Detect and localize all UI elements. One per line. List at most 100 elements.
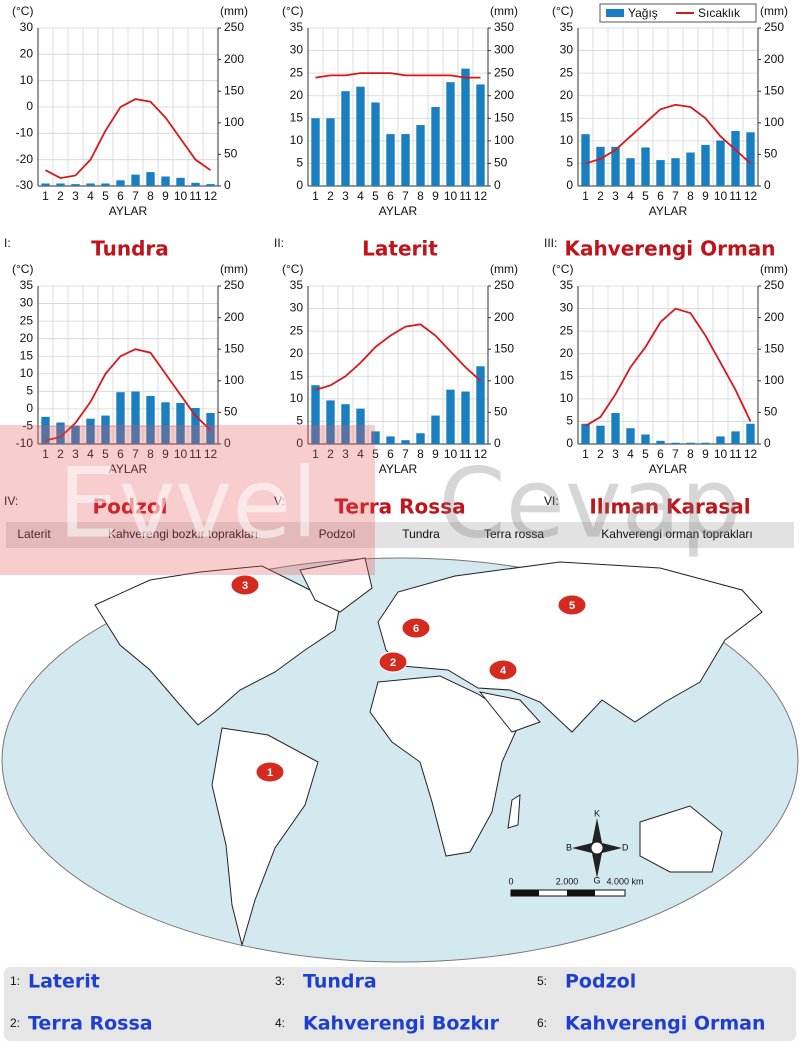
bar xyxy=(86,418,95,444)
y2-tick-label: 100 xyxy=(764,373,784,387)
y-tick-label: 20 xyxy=(560,88,574,102)
x-tick-label: 8 xyxy=(417,189,424,203)
y2-tick-label: 150 xyxy=(764,83,784,97)
x-tick-label: 8 xyxy=(147,447,154,461)
x-tick-label: 5 xyxy=(372,189,379,203)
map-marker-label: 6 xyxy=(413,623,419,635)
x-tick-label: 7 xyxy=(132,447,139,461)
y2-tick-label: 250 xyxy=(494,278,514,292)
x-tick-label: 4 xyxy=(627,447,634,461)
y2-tick-label: 150 xyxy=(494,110,514,124)
x-tick-label: 10 xyxy=(714,447,728,461)
y-axis-label: (°C) xyxy=(282,262,303,276)
y-tick-label: 25 xyxy=(560,323,574,337)
map-marker-label: 3 xyxy=(242,580,248,592)
x-tick-label: 3 xyxy=(612,447,619,461)
chart: -30 -20 -10 0 10 20 30 0 50 100 150 200 250 (°C) (mm) 1… xyxy=(4,4,248,260)
x-tick-label: 5 xyxy=(372,447,379,461)
bar xyxy=(371,102,380,186)
bar xyxy=(311,118,320,186)
y-tick-label: 15 xyxy=(20,348,34,362)
bar xyxy=(641,434,650,444)
bar xyxy=(671,442,680,444)
bar xyxy=(101,183,110,186)
bar xyxy=(116,180,125,186)
bar xyxy=(41,416,50,444)
bar xyxy=(191,407,200,444)
bar xyxy=(191,182,200,186)
bar xyxy=(401,440,410,444)
line xyxy=(315,72,481,79)
bar xyxy=(311,385,320,444)
bar xyxy=(431,107,440,186)
madagascar xyxy=(507,794,521,829)
word-bank-item: Laterit xyxy=(17,527,51,541)
chart-numeral: I: xyxy=(4,236,11,250)
bar xyxy=(476,84,485,186)
y-axis-label: (°C) xyxy=(282,4,303,18)
bar xyxy=(746,132,755,186)
chart: 05101520253035050100150200250300350(°C)(… xyxy=(274,4,518,260)
x-tick-label: 10 xyxy=(714,189,728,203)
legend-label: Sıcaklık xyxy=(698,6,741,20)
scale-label: 0 xyxy=(508,876,513,886)
y-axis-label: (°C) xyxy=(12,4,33,18)
bar xyxy=(101,415,110,444)
x-tick-label: 2 xyxy=(597,447,604,461)
x-tick-label: 9 xyxy=(702,189,709,203)
y-tick-label: 35 xyxy=(560,278,574,292)
x-tick-label: 11 xyxy=(459,447,472,461)
world-map: 1 2 3 4 5 6 K B D G 0 2.000 4.000 km xyxy=(1,557,799,963)
x-tick-label: 8 xyxy=(687,447,694,461)
y-axis-label: (°C) xyxy=(552,4,573,18)
bar xyxy=(386,134,395,186)
map-marker xyxy=(230,574,260,596)
word-bank-item: Kahverengi bozkır toprakları xyxy=(108,527,258,541)
x-tick-label: 2 xyxy=(597,189,604,203)
chart-title: Podzol xyxy=(93,495,168,519)
bar xyxy=(701,144,710,186)
y-tick-label: 0 xyxy=(566,436,573,450)
y2-tick-label: 200 xyxy=(494,88,514,102)
chart-numeral: VI: xyxy=(544,494,559,508)
map-marker-label: 4 xyxy=(500,665,507,677)
answer-text: Tundra xyxy=(303,971,377,993)
y2-axis-label: (mm) xyxy=(760,4,788,18)
y-tick-label: 20 xyxy=(290,346,304,360)
x-tick-label: 10 xyxy=(174,447,188,461)
y2-tick-label: 250 xyxy=(764,278,784,292)
bar xyxy=(581,134,590,186)
bar xyxy=(371,431,380,444)
south-america xyxy=(211,727,319,947)
map-labels: 1 2 3 4 5 6 K B D G 0 2.000 4.000 km xyxy=(230,574,644,886)
y-tick-label: 0 xyxy=(296,436,303,450)
bar xyxy=(731,131,740,186)
y-tick-label: 35 xyxy=(290,20,304,34)
x-tick-label: 12 xyxy=(474,447,488,461)
x-tick-label: 6 xyxy=(657,447,664,461)
bar xyxy=(656,160,665,186)
x-tick-label: 7 xyxy=(132,189,139,203)
bar xyxy=(71,425,80,444)
x-tick-label: 1 xyxy=(42,189,49,203)
y-tick-label: 10 xyxy=(560,391,574,405)
x-tick-label: 2 xyxy=(57,189,64,203)
y-tick-label: 5 xyxy=(26,384,33,398)
y2-tick-label: 50 xyxy=(224,147,238,161)
bar xyxy=(356,408,365,444)
chart-numeral: IV: xyxy=(4,494,18,508)
scale-label: 4.000 km xyxy=(606,876,643,886)
y-tick-label: 20 xyxy=(20,47,34,61)
x-axis-label: AYLAR xyxy=(379,204,418,218)
bar xyxy=(146,395,155,444)
chart-title: Kahverengi Orman xyxy=(564,237,775,261)
y2-axis-label: (mm) xyxy=(760,262,788,276)
x-tick-label: 9 xyxy=(162,189,169,203)
x-tick-label: 4 xyxy=(357,447,364,461)
y-tick-label: 10 xyxy=(290,391,304,405)
word-bank-item: Kahverengi orman toprakları xyxy=(601,527,752,541)
x-axis-label: AYLAR xyxy=(109,462,148,476)
bar xyxy=(416,433,425,444)
